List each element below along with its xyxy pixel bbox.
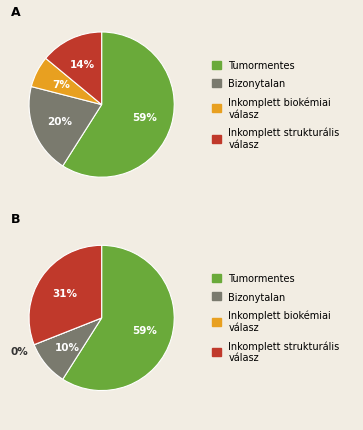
Wedge shape (34, 318, 102, 345)
Text: 20%: 20% (47, 117, 72, 127)
Text: 7%: 7% (53, 80, 70, 90)
Text: A: A (11, 6, 21, 19)
Wedge shape (63, 246, 174, 390)
Text: 10%: 10% (54, 342, 79, 352)
Wedge shape (46, 33, 102, 105)
Wedge shape (29, 87, 102, 166)
Legend: Tumormentes, Bizonytalan, Inkomplett biokémiai
válasz, Inkomplett strukturális
v: Tumormentes, Bizonytalan, Inkomplett bio… (212, 274, 339, 362)
Text: 59%: 59% (132, 113, 157, 123)
Text: 0%: 0% (11, 346, 28, 356)
Wedge shape (63, 33, 174, 178)
Legend: Tumormentes, Bizonytalan, Inkomplett biokémiai
válasz, Inkomplett strukturális
v: Tumormentes, Bizonytalan, Inkomplett bio… (212, 61, 339, 150)
Text: 59%: 59% (132, 326, 157, 336)
Text: 31%: 31% (52, 288, 77, 298)
Text: B: B (11, 213, 20, 226)
Wedge shape (29, 246, 102, 345)
Wedge shape (31, 59, 102, 105)
Text: 14%: 14% (70, 60, 95, 70)
Wedge shape (34, 318, 102, 379)
